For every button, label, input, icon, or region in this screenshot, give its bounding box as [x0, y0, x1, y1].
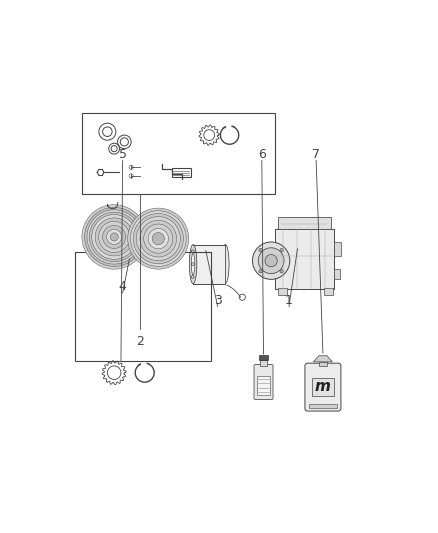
Circle shape [110, 233, 118, 241]
Bar [193, 245, 225, 284]
Circle shape [152, 232, 164, 245]
Circle shape [85, 207, 144, 266]
Circle shape [136, 216, 180, 261]
Text: m: m [315, 379, 331, 394]
Circle shape [102, 225, 126, 248]
Bar [278, 217, 331, 229]
Bar [278, 288, 287, 295]
Bar [75, 252, 211, 361]
Text: 6: 6 [258, 148, 266, 160]
Circle shape [148, 229, 169, 249]
Bar [260, 360, 267, 366]
Text: 1: 1 [285, 294, 293, 306]
Ellipse shape [191, 253, 195, 275]
Text: 7: 7 [312, 148, 320, 160]
Circle shape [280, 248, 283, 252]
Circle shape [89, 212, 139, 262]
Ellipse shape [189, 245, 197, 284]
Circle shape [144, 224, 173, 253]
Text: 5: 5 [119, 148, 127, 160]
Circle shape [265, 255, 277, 267]
Circle shape [107, 229, 122, 245]
Circle shape [131, 211, 186, 266]
Circle shape [82, 205, 146, 269]
Bar [257, 376, 270, 395]
Circle shape [95, 218, 133, 256]
Circle shape [140, 220, 177, 257]
Bar [334, 242, 341, 256]
Bar [312, 378, 334, 397]
Circle shape [252, 242, 290, 279]
Bar [82, 113, 276, 195]
Circle shape [92, 214, 137, 260]
Bar [259, 356, 268, 360]
Text: 3: 3 [214, 294, 222, 306]
Bar [172, 168, 191, 177]
Text: 4: 4 [119, 280, 127, 293]
Bar [319, 362, 327, 366]
Circle shape [99, 221, 130, 253]
Bar [309, 404, 337, 408]
FancyBboxPatch shape [254, 365, 273, 400]
Circle shape [258, 248, 284, 273]
FancyBboxPatch shape [305, 363, 341, 411]
Polygon shape [314, 356, 332, 362]
Circle shape [128, 208, 189, 269]
Circle shape [259, 270, 262, 273]
Circle shape [87, 210, 141, 264]
Bar [324, 288, 333, 295]
Circle shape [259, 248, 262, 252]
Text: 2: 2 [136, 335, 144, 349]
Bar [334, 269, 340, 279]
Circle shape [280, 270, 283, 273]
Ellipse shape [222, 245, 229, 284]
FancyBboxPatch shape [275, 229, 334, 289]
Circle shape [133, 214, 184, 264]
